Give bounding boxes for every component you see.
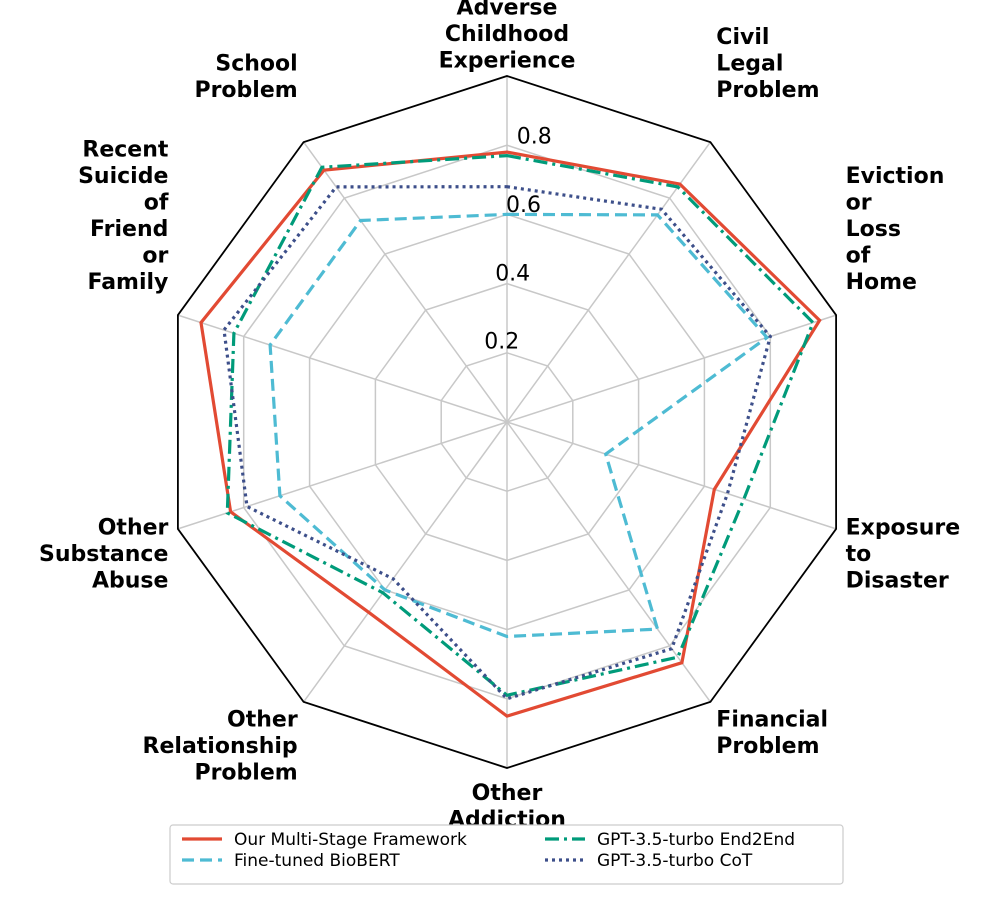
category-label-line: Family	[87, 270, 168, 295]
category-label-line: of	[144, 190, 169, 215]
spoke-5	[506, 421, 712, 703]
category-label-line: Disaster	[846, 569, 949, 594]
category-label-line: Substance	[39, 542, 168, 567]
category-label-line: Other	[472, 781, 543, 806]
series-4	[222, 185, 773, 701]
series-line	[225, 153, 815, 698]
category-label-line: Problem	[716, 78, 819, 103]
category-label-line: Adverse	[457, 0, 558, 21]
series-2	[268, 212, 770, 639]
series-3	[225, 153, 815, 698]
category-label-line: Relationship	[143, 734, 298, 759]
legend-item-4: GPT-3.5-turbo CoT	[545, 851, 753, 871]
rtick-label: 0.6	[506, 193, 541, 218]
spoke-10	[302, 141, 508, 423]
category-label-line: Abuse	[92, 569, 168, 594]
category-label-line: School	[215, 51, 297, 76]
legend-item-1: Our Multi-Stage Framework	[182, 830, 467, 850]
rtick-label: 0.4	[495, 261, 530, 286]
category-label-line: Suicide	[78, 164, 168, 189]
category-label-line: Home	[846, 270, 917, 295]
category-label-line: Problem	[194, 78, 297, 103]
category-label-line: Other	[227, 708, 298, 733]
spoke-9	[177, 314, 508, 423]
radar-series	[199, 150, 822, 718]
legend-label: GPT-3.5-turbo CoT	[597, 851, 753, 871]
category-label-line: Eviction	[846, 164, 945, 189]
legend-label: Our Multi-Stage Framework	[234, 830, 467, 850]
legend-item-3: GPT-3.5-turbo End2End	[545, 830, 795, 850]
category-label-line: or	[142, 243, 168, 268]
rtick-label: 0.2	[484, 330, 519, 355]
category-label-line: Other	[98, 516, 169, 541]
category-label-line: or	[846, 190, 872, 215]
legend-label: Fine-tuned BioBERT	[234, 851, 400, 871]
legend-frame	[169, 824, 844, 885]
outer-frame	[176, 75, 837, 769]
category-label-line: Legal	[716, 51, 783, 76]
category-label-line: Experience	[439, 49, 576, 74]
series-line	[268, 212, 770, 639]
series-1	[199, 150, 822, 718]
radial-tick-labels: 0.2 0.4 0.6 0.8	[484, 125, 552, 355]
spoke-3	[506, 314, 837, 423]
spoke-8	[177, 421, 508, 530]
legend-label: GPT-3.5-turbo End2End	[597, 830, 795, 850]
spoke-7	[302, 421, 508, 703]
spoke-2	[506, 141, 712, 423]
category-label-line: Exposure	[846, 516, 961, 541]
spoke-4	[506, 421, 837, 530]
series-line	[199, 150, 822, 718]
category-label-line: to	[846, 542, 872, 567]
category-label-line: Friend	[90, 217, 168, 242]
legend-item-2: Fine-tuned BioBERT	[182, 851, 400, 871]
category-label-line: Recent	[82, 137, 168, 162]
series-line	[222, 185, 773, 701]
category-label-line: Financial	[716, 708, 828, 733]
category-label-line: Loss	[846, 217, 901, 242]
category-label-line: Problem	[716, 734, 819, 759]
category-labels: AdverseChildhoodExperienceCivilLegalProb…	[39, 0, 960, 833]
category-label-line: Civil	[716, 25, 769, 50]
category-label-line: Problem	[194, 761, 297, 786]
category-label-line: Childhood	[445, 22, 569, 47]
rtick-label: 0.8	[517, 125, 552, 150]
radar-outer-frame	[176, 75, 837, 769]
category-label-line: of	[846, 243, 871, 268]
